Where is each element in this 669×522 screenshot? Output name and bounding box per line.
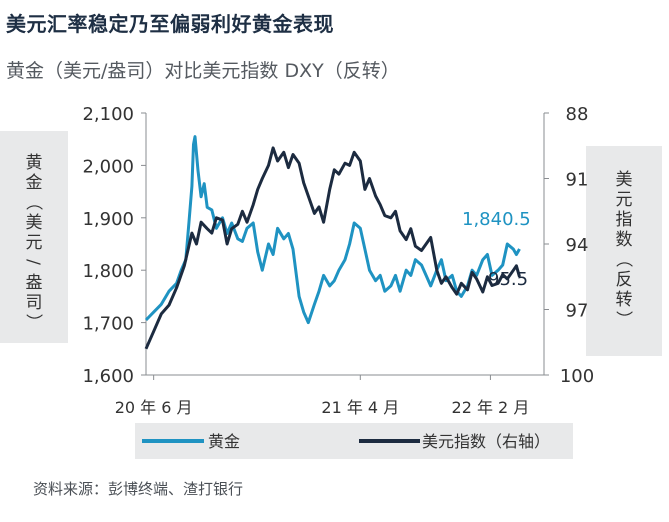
legend-gold-label: 黄金 xyxy=(208,432,240,451)
x-tick-label: 22 年 2 月 xyxy=(452,398,530,417)
x-tick-label: 20 年 6 月 xyxy=(115,398,193,417)
left-axis-label-panel xyxy=(0,131,68,343)
axis-label-glyph: 黄 xyxy=(26,153,43,173)
gold-end-label: 1,840.5 xyxy=(462,209,531,230)
axis-label-glyph: 美 xyxy=(26,213,43,233)
left-tick-label: 1,600 xyxy=(82,366,134,387)
axis-label-glyph: 反 xyxy=(616,270,633,290)
axis-label-glyph: ） xyxy=(613,311,633,328)
axis-label-glyph: 转 xyxy=(616,290,633,310)
axis-label-glyph: 指 xyxy=(616,210,633,230)
axis-label-glyph: 元 xyxy=(26,233,43,253)
axis-label-glyph: 司 xyxy=(26,293,43,313)
right-tick-label: 91 xyxy=(566,170,589,191)
legend-panel xyxy=(135,423,573,459)
axis-label-glyph: 元 xyxy=(616,190,633,210)
legend-dxy-label: 美元指数（右轴） xyxy=(422,432,550,451)
right-axis-label-panel xyxy=(586,146,662,356)
left-tick-label: 1,700 xyxy=(82,314,134,335)
dxy-end-label: 95.5 xyxy=(488,269,528,290)
chart-subtitle: 黄金（美元/盎司）对比美元指数 DXY（反转） xyxy=(6,60,400,82)
axis-label-glyph: / xyxy=(23,259,43,265)
axis-label-glyph: （ xyxy=(613,251,633,268)
dxy-series-line xyxy=(144,146,521,350)
right-tick-label: 94 xyxy=(566,235,589,256)
axis-label-glyph: 金 xyxy=(26,173,43,193)
chart-title: 美元汇率稳定乃至偏弱利好黄金表现 xyxy=(6,12,334,36)
axis-label-glyph: 数 xyxy=(616,230,633,250)
right-tick-label: 97 xyxy=(566,301,589,322)
axis-label-glyph: （ xyxy=(23,194,43,211)
left-tick-label: 1,800 xyxy=(82,261,134,282)
x-tick-label: 21 年 4 月 xyxy=(321,398,399,417)
left-axis-title: 黄金（ 美元 / 盎司） xyxy=(23,153,43,331)
right-tick-label: 88 xyxy=(566,104,589,125)
left-tick-label: 1,900 xyxy=(82,209,134,230)
axis-label-glyph: 美 xyxy=(616,170,633,190)
source-note: 资料来源：彭博终端、渣打银行 xyxy=(33,480,244,498)
axis-label-glyph: 盎 xyxy=(26,273,43,293)
right-axis-title: 美元指数（ 反转） xyxy=(613,170,633,328)
left-tick-label: 2,000 xyxy=(82,156,134,177)
right-tick-label: 100 xyxy=(560,366,594,387)
left-tick-label: 2,100 xyxy=(82,104,134,125)
axis-label-glyph: ） xyxy=(23,314,43,331)
